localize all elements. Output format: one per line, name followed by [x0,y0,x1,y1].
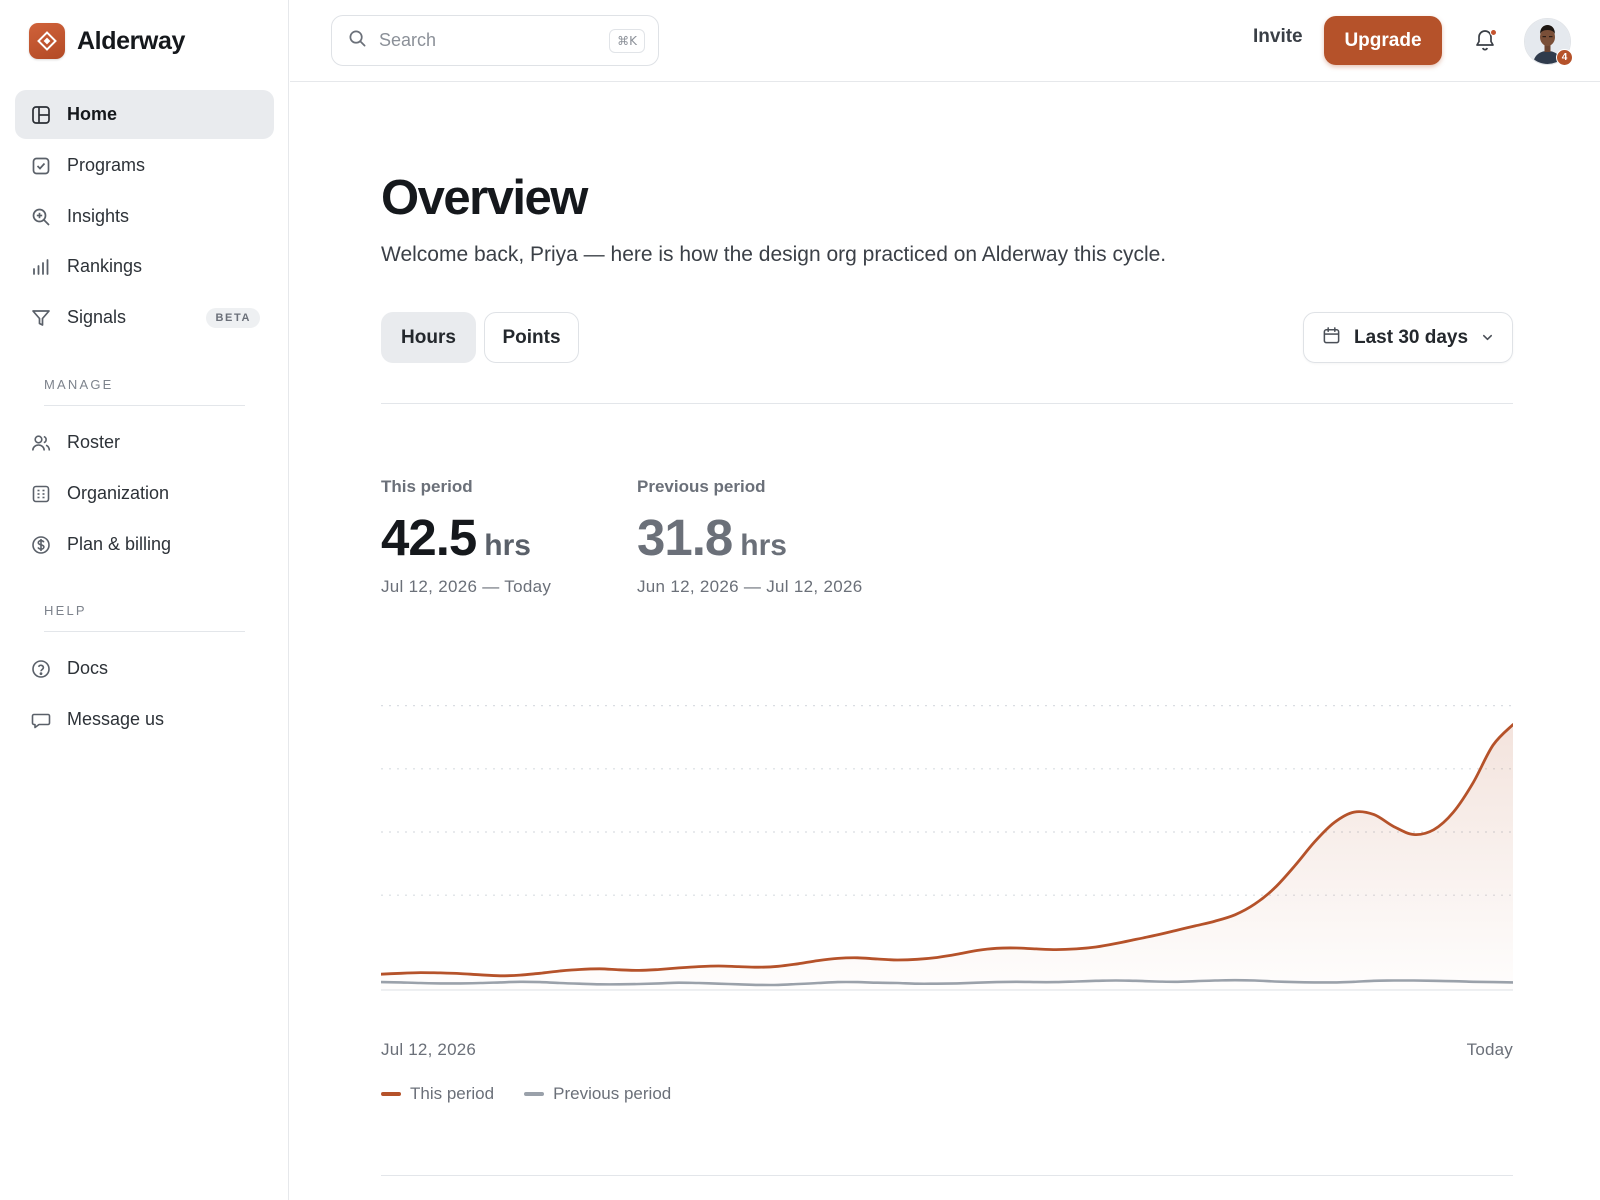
sidebar-item-home[interactable]: Home [15,90,274,139]
sidebar-item-label: Insights [67,206,130,226]
divider [381,403,1513,404]
chart-legend: This period Previous period [381,1084,701,1104]
invite-button[interactable]: Invite [1253,26,1303,47]
stat-previous-label: Previous period [637,477,766,496]
bell-icon [1476,30,1494,51]
legend-item-previous-period: Previous period [524,1084,671,1104]
sidebar-item-label: Signals [67,307,127,327]
legend-label: This period [410,1084,495,1103]
sidebar-item-docs[interactable]: Docs [15,644,274,693]
brand-logo-icon [29,23,65,59]
brand-name: Alderway [77,26,185,55]
upgrade-button[interactable]: Upgrade [1324,16,1442,65]
message-icon [30,709,52,731]
divider [44,631,245,632]
sidebar: Alderway Home Programs Insights Rankings… [0,0,289,1200]
notifications-button[interactable] [1474,28,1498,54]
sidebar-item-programs[interactable]: Programs [15,141,274,190]
layout-icon [30,104,52,126]
section-label-help: HELP [44,603,87,618]
stat-previous-value: 31.8 hrs [637,508,787,567]
building-icon [30,483,52,505]
avatar[interactable]: 4 [1524,18,1573,66]
legend-item-this-period: This period [381,1084,494,1104]
x-axis-end-label: Today [1466,1040,1513,1059]
sidebar-item-label: Organization [67,483,170,503]
legend-swatch [381,1092,401,1096]
sidebar-item-label: Roster [67,432,121,452]
notification-count-badge: 4 [1556,49,1573,66]
zoom-in-icon [30,206,52,228]
stat-current-number: 42.5 [381,509,477,566]
search-input[interactable] [379,30,579,51]
legend-swatch [524,1092,545,1096]
sidebar-item-plan-billing[interactable]: Plan & billing [15,520,274,569]
sidebar-item-label: Message us [67,709,165,729]
sidebar-item-label: Plan & billing [67,534,172,554]
search-icon [348,29,367,53]
chevron-down-icon [1481,331,1494,344]
date-range-select[interactable]: Last 30 days [1303,312,1513,363]
dollar-icon [30,534,52,556]
sidebar-item-label: Docs [67,658,109,678]
stat-previous-number: 31.8 [637,509,733,566]
stat-current-unit: hrs [484,529,531,562]
x-axis-start-label: Jul 12, 2026 [381,1040,477,1059]
filter-icon [30,307,52,329]
avatar-image [1525,19,1570,64]
sidebar-item-signals[interactable]: Signals BETA [15,293,274,342]
sidebar-item-roster[interactable]: Roster [15,418,274,467]
stat-current-value: 42.5 hrs [381,508,531,567]
sidebar-item-insights[interactable]: Insights [15,192,274,241]
series-line-this-period [381,723,1513,978]
question-icon [30,658,52,680]
topbar: ⌘K Invite Upgrade 4 [290,0,1600,82]
brand[interactable]: Alderway [29,23,185,59]
sidebar-item-label: Programs [67,155,146,175]
sidebar-item-organization[interactable]: Organization [15,469,274,518]
page-subtitle: Welcome back, Priya — here is how the de… [381,243,1167,266]
date-range-label: Last 30 days [1354,326,1469,348]
hours-chart [381,704,1513,991]
search-shortcut: ⌘K [609,29,645,53]
checkbox-icon [30,155,52,177]
stat-current-label: This period [381,477,473,496]
stat-current-range: Jul 12, 2026 — Today [381,577,552,596]
tab-points[interactable]: Points [484,312,579,363]
stat-previous-range: Jun 12, 2026 — Jul 12, 2026 [637,577,863,596]
section-label-manage: MANAGE [44,377,114,392]
sidebar-item-message-us[interactable]: Message us [15,695,274,744]
legend-label: Previous period [553,1084,672,1103]
sidebar-item-label: Home [67,104,118,124]
stat-previous-unit: hrs [740,529,787,562]
bar-chart-icon [30,256,52,278]
series-area-this-period [381,724,1513,990]
calendar-icon [1322,326,1341,350]
divider [381,1175,1513,1176]
series-line-previous-period [381,978,1513,987]
page-title: Overview [381,171,588,225]
beta-badge: BETA [206,308,260,328]
notification-dot [1490,29,1497,36]
divider [44,405,245,406]
tab-hours[interactable]: Hours [381,312,476,363]
sidebar-item-rankings[interactable]: Rankings [15,242,274,291]
users-icon [30,432,52,454]
search-box[interactable]: ⌘K [331,15,659,66]
sidebar-item-label: Rankings [67,256,143,276]
